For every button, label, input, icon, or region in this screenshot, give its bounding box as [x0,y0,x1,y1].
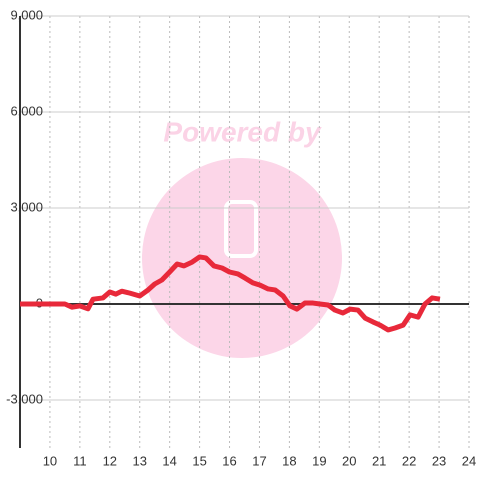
x-tick-label: 15 [192,453,206,468]
watermark-text: Powered by [163,116,322,147]
watermark-icon [224,200,258,258]
x-tick-label: 16 [222,453,236,468]
y-tick-label: 6,000 [10,103,43,118]
x-tick-label: 17 [252,453,266,468]
x-tick-label: 20 [342,453,356,468]
x-tick-label: 22 [402,453,416,468]
y-tick-label: 3,000 [10,199,43,214]
x-tick-label: 10 [43,453,57,468]
x-tick-label: 23 [432,453,446,468]
watermark: Powered by [142,116,342,358]
x-tick-label: 14 [162,453,176,468]
x-tick-label: 13 [132,453,146,468]
y-tick-label: -3,000 [6,391,43,406]
x-tick-label: 21 [372,453,386,468]
x-tick-label: 19 [312,453,326,468]
x-tick-label: 24 [462,453,476,468]
x-tick-label: 18 [282,453,296,468]
x-tick-label: 12 [103,453,117,468]
x-tick-label: 11 [73,453,87,468]
data-line [20,254,441,333]
y-tick-label: 9,000 [10,7,43,22]
